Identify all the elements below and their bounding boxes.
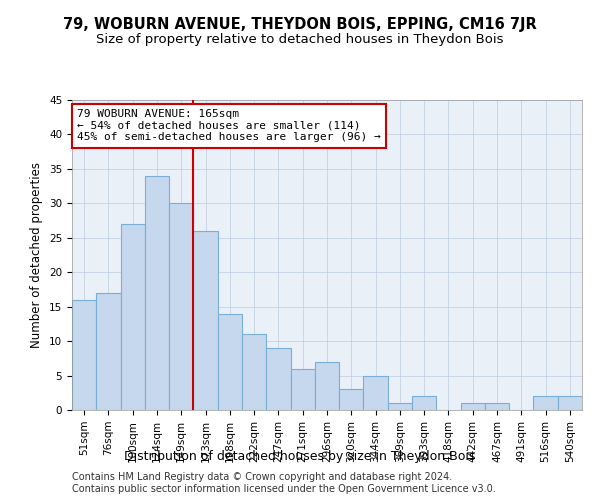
Bar [193,231,218,410]
Bar [364,376,388,410]
Bar [412,396,436,410]
Bar [145,176,169,410]
Text: Distribution of detached houses by size in Theydon Bois: Distribution of detached houses by size … [124,450,476,463]
Bar [388,403,412,410]
Bar [485,403,509,410]
Bar [169,204,193,410]
Text: 79, WOBURN AVENUE, THEYDON BOIS, EPPING, CM16 7JR: 79, WOBURN AVENUE, THEYDON BOIS, EPPING,… [63,18,537,32]
Bar [339,390,364,410]
Bar [218,314,242,410]
Bar [96,293,121,410]
Text: Size of property relative to detached houses in Theydon Bois: Size of property relative to detached ho… [96,32,504,46]
Bar [121,224,145,410]
Bar [242,334,266,410]
Bar [290,368,315,410]
Text: Contains public sector information licensed under the Open Government Licence v3: Contains public sector information licen… [72,484,496,494]
Bar [558,396,582,410]
Bar [266,348,290,410]
Y-axis label: Number of detached properties: Number of detached properties [31,162,43,348]
Bar [72,300,96,410]
Text: Contains HM Land Registry data © Crown copyright and database right 2024.: Contains HM Land Registry data © Crown c… [72,472,452,482]
Bar [315,362,339,410]
Bar [461,403,485,410]
Bar [533,396,558,410]
Text: 79 WOBURN AVENUE: 165sqm
← 54% of detached houses are smaller (114)
45% of semi-: 79 WOBURN AVENUE: 165sqm ← 54% of detach… [77,110,381,142]
